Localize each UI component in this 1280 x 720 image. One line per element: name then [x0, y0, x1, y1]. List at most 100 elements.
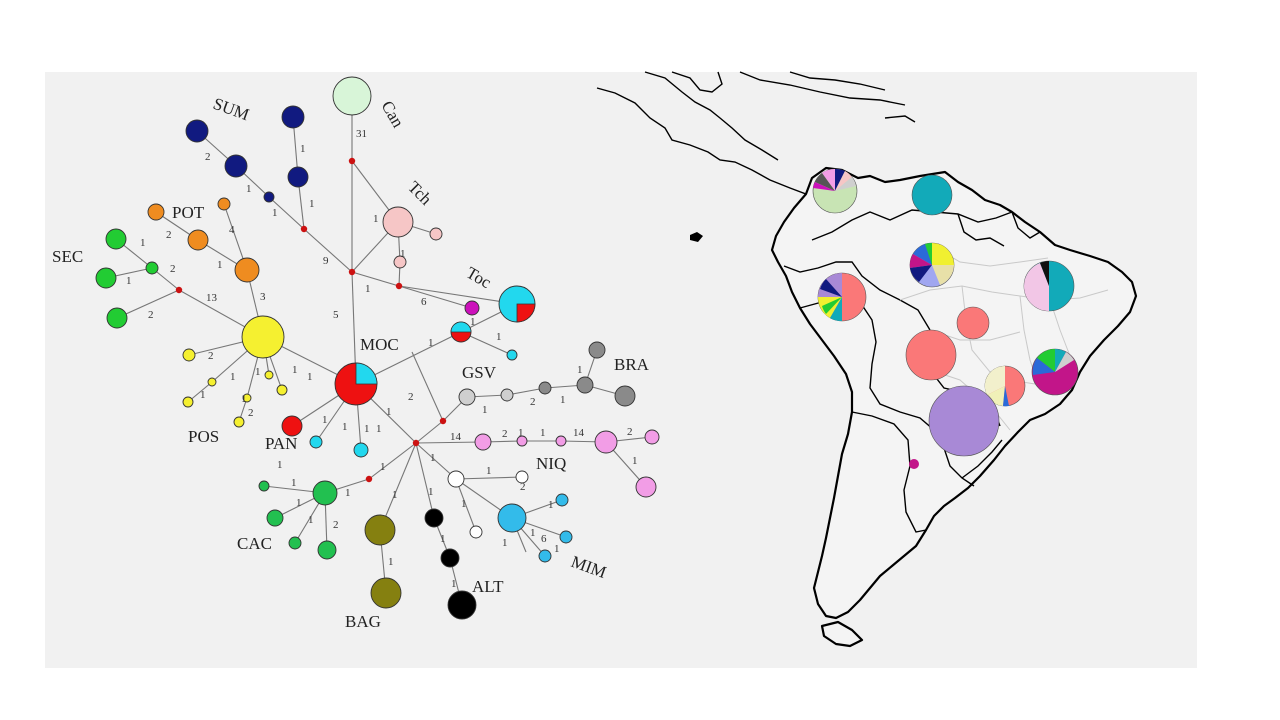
median-vectors: [175, 157, 447, 483]
node-sec: [95, 267, 117, 289]
node-sum: [224, 154, 248, 178]
network-nodes: [95, 76, 660, 620]
node-sum: [281, 105, 305, 129]
mutation-count: 2: [333, 519, 339, 531]
mutation-count: 1: [241, 393, 247, 405]
node-mim: [538, 549, 552, 563]
mutation-count: 1: [364, 423, 370, 435]
mutation-count: 1: [246, 183, 252, 195]
node-pot: [187, 229, 209, 251]
pie-bolivia: [905, 329, 957, 381]
mutation-count: 3: [260, 291, 266, 303]
label-sum: SUM: [211, 94, 252, 124]
node-pos: [182, 348, 196, 362]
node-pan: [281, 415, 303, 437]
mutation-count: 2: [408, 391, 414, 403]
mutation-count: 1: [272, 207, 278, 219]
pie-northeast-brazil: [1023, 260, 1075, 312]
mutation-count: 1: [217, 259, 223, 271]
pie-colombia: [812, 168, 858, 214]
pie-amazon: [909, 242, 955, 288]
node-cac: [258, 480, 270, 492]
node-pos: [242, 393, 252, 403]
node-bag: [364, 514, 396, 546]
label-cac: CAC: [237, 534, 272, 553]
mutation-count: 9: [323, 255, 329, 267]
pie-paraguay: [928, 385, 1000, 457]
node-white: [469, 525, 483, 539]
pie-venezuela: [911, 174, 953, 216]
node-alt: [424, 508, 444, 528]
population-labels: SUM Can POT Tch SEC Toc MOC BRA GSV POS …: [52, 94, 650, 631]
node-cyan: [309, 435, 323, 449]
label-bag: BAG: [345, 612, 381, 631]
node-bra: [538, 381, 552, 395]
node-moc: [334, 362, 378, 406]
mutation-count: 4: [229, 224, 235, 236]
label-sec: SEC: [52, 247, 83, 266]
label-moc: MOC: [360, 335, 399, 354]
node-tch: [429, 227, 443, 241]
mutation-count: 1: [342, 421, 348, 433]
node-niq: [516, 435, 528, 447]
haplotype-network: SUM Can POT Tch SEC Toc MOC BRA GSV POS …: [52, 76, 660, 631]
label-pan: PAN: [265, 434, 297, 453]
node-pot: [217, 197, 231, 211]
node-toc: [464, 300, 480, 316]
mutation-count: 1: [451, 578, 457, 590]
mutation-count: 1: [255, 366, 261, 378]
pie-peru: [817, 272, 867, 322]
node-niq: [594, 430, 618, 454]
mutation-count: 1: [470, 316, 476, 328]
node-niq: [555, 435, 567, 447]
label-pos: POS: [188, 427, 219, 446]
mutation-count: 1: [322, 414, 328, 426]
mutation-count: 5: [333, 309, 339, 321]
node-toc-pie: [498, 285, 536, 323]
label-pot: POT: [172, 203, 205, 222]
node-cyan: [506, 349, 518, 361]
mutation-count: 1: [518, 427, 524, 439]
node-gsv: [500, 388, 514, 402]
node-pos: [276, 384, 288, 396]
mutation-count: 1: [502, 537, 508, 549]
mutation-count: 1: [496, 331, 502, 343]
mutation-count: 1: [461, 498, 467, 510]
mutation-count: 2: [502, 428, 508, 440]
node-cac: [317, 540, 337, 560]
mutation-count: 1: [126, 275, 132, 287]
node-cac: [288, 536, 302, 550]
mutation-count: 1: [230, 371, 236, 383]
mutation-count: 1: [632, 455, 638, 467]
mutation-count: 1: [308, 514, 314, 526]
node-cyan: [353, 442, 369, 458]
node-niq: [635, 476, 657, 498]
mutation-count: 1: [530, 527, 536, 539]
label-niq: NIQ: [536, 454, 566, 473]
node-alt: [440, 548, 460, 568]
mutation-count: 13: [206, 292, 218, 304]
tierra-del-fuego: [820, 620, 864, 648]
mutation-count: 1: [376, 423, 382, 435]
node-cac: [312, 480, 338, 506]
mutation-count: 1: [300, 143, 306, 155]
mutation-count: 1: [400, 248, 406, 260]
label-gsv: GSV: [462, 363, 497, 382]
mutation-count: 1: [392, 489, 398, 501]
galapagos: [690, 232, 703, 242]
node-moc-small-pie: [450, 321, 472, 343]
mutation-count: 14: [450, 431, 462, 443]
mutation-count: 1: [486, 465, 492, 477]
node-alt: [447, 590, 477, 620]
node-niq: [644, 429, 660, 445]
node-pos: [182, 396, 194, 408]
mutation-count: 1: [277, 459, 283, 471]
node-pot: [234, 257, 260, 283]
node-sec: [145, 261, 159, 275]
mutation-count: 2: [205, 151, 211, 163]
mutation-count: 2: [208, 350, 214, 362]
mutation-count: 1: [292, 364, 298, 376]
node-bag: [370, 577, 402, 609]
node-pos: [241, 315, 285, 359]
label-can: Can: [378, 98, 408, 132]
